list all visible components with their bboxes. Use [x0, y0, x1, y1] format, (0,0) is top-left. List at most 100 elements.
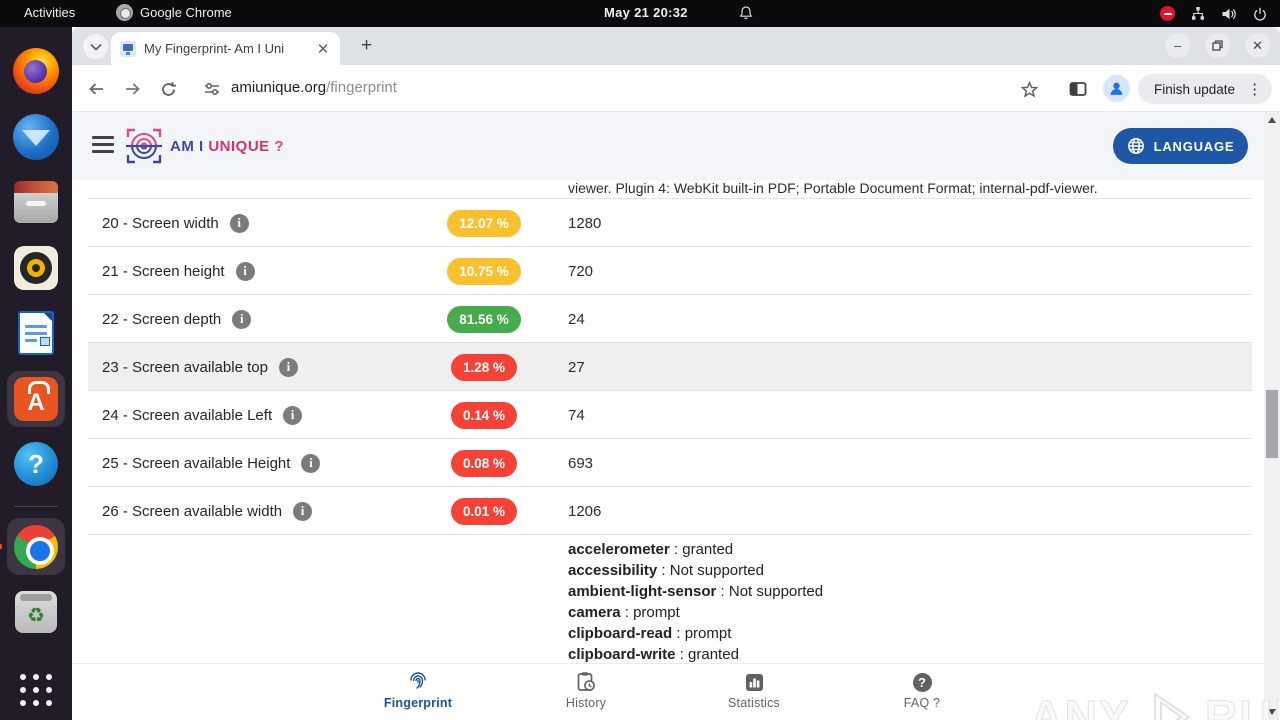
- bookmark-star-icon[interactable]: [1017, 77, 1041, 101]
- scrollbar-down-arrow[interactable]: [1268, 709, 1276, 715]
- amiunique-logo-icon[interactable]: [124, 126, 164, 171]
- help-icon[interactable]: ?: [7, 436, 65, 493]
- row-label: 20 - Screen width: [102, 214, 219, 232]
- do-not-disturb-icon: [1160, 6, 1175, 21]
- permission-item: ambient-light-sensor : Not supported: [568, 583, 824, 600]
- site-title[interactable]: AM I UNIQUE ?: [170, 138, 285, 155]
- url-path: /fingerprint: [326, 79, 397, 96]
- system-status-area[interactable]: [1160, 0, 1268, 27]
- activities-button[interactable]: Activities: [24, 5, 76, 20]
- tab-close-icon[interactable]: ✕: [316, 40, 330, 58]
- statistics-icon: [684, 671, 824, 693]
- permission-item: clipboard-read : prompt: [568, 625, 732, 642]
- browser-window: My Fingerprint- Am I Uni ✕ + – ✕ amiuniq…: [72, 27, 1280, 720]
- browser-toolbar: amiunique.org/fingerprint Finish update …: [72, 65, 1280, 112]
- table-row-highlighted: 23 - Screen available top i 1.28 % 27: [88, 343, 1252, 391]
- info-icon[interactable]: i: [232, 309, 252, 329]
- bottom-nav: Fingerprint History Statistics ? FAQ ?: [72, 664, 1264, 720]
- permission-item: clipboard-write : granted: [568, 646, 739, 663]
- new-tab-button[interactable]: +: [360, 35, 373, 56]
- trash-icon[interactable]: ♻: [7, 584, 65, 641]
- tab-strip: My Fingerprint- Am I Uni ✕ + – ✕: [72, 27, 1280, 65]
- percent-badge: 12.07 %: [447, 209, 521, 237]
- percent-badge: 0.14 %: [450, 401, 518, 429]
- info-icon[interactable]: i: [235, 261, 255, 281]
- site-info-icon[interactable]: [200, 77, 224, 101]
- files-icon[interactable]: [7, 174, 65, 231]
- rhythmbox-icon[interactable]: [7, 240, 65, 297]
- profile-avatar[interactable]: [1103, 75, 1130, 102]
- permissions-list: accelerometer : granted accessibility : …: [568, 539, 823, 665]
- reload-button[interactable]: [156, 77, 180, 101]
- permission-item: accessibility : Not supported: [568, 562, 764, 579]
- info-icon[interactable]: i: [278, 357, 298, 377]
- minimize-button[interactable]: –: [1165, 33, 1190, 58]
- chrome-icon: [116, 4, 133, 21]
- info-icon[interactable]: i: [283, 405, 303, 425]
- close-window-button[interactable]: ✕: [1245, 33, 1270, 58]
- row-label: 22 - Screen depth: [102, 310, 222, 328]
- table-row: 20 - Screen width i 12.07 % 1280: [88, 199, 1252, 247]
- percent-badge: 1.28 %: [450, 353, 518, 381]
- table-row-overflow: viewer. Plugin 4: WebKit built-in PDF; P…: [88, 180, 1252, 199]
- browser-menu-icon[interactable]: ⋮: [1247, 81, 1263, 98]
- history-icon: [516, 671, 656, 693]
- page-scrollbar[interactable]: [1264, 112, 1280, 720]
- row-value: 27: [568, 358, 585, 376]
- nav-label: Fingerprint: [383, 696, 453, 710]
- restore-button[interactable]: [1205, 33, 1230, 58]
- tab-search-button[interactable]: [83, 34, 108, 59]
- percent-badge: 81.56 %: [447, 305, 521, 333]
- table-row: 24 - Screen available Left i 0.14 % 74: [88, 391, 1252, 439]
- row-value: 1206: [568, 502, 602, 520]
- language-button[interactable]: LANGUAGE: [1113, 128, 1248, 164]
- network-icon: [1192, 7, 1204, 20]
- scrollbar-thumb[interactable]: [1266, 390, 1278, 458]
- clock[interactable]: May 21 20:32: [604, 5, 688, 20]
- info-icon[interactable]: i: [229, 213, 249, 233]
- firefox-icon[interactable]: [7, 43, 65, 100]
- thunderbird-icon[interactable]: [7, 109, 65, 166]
- forward-button[interactable]: [120, 77, 144, 101]
- browser-tab[interactable]: My Fingerprint- Am I Uni ✕: [111, 32, 340, 65]
- address-bar[interactable]: amiunique.org/fingerprint: [231, 79, 397, 96]
- table-row: 26 - Screen available width i 0.01 % 1206: [88, 487, 1252, 535]
- tab-history[interactable]: History: [516, 671, 656, 710]
- volume-icon: [1222, 8, 1236, 19]
- site-header: AM I UNIQUE ? LANGUAGE: [72, 112, 1280, 180]
- hamburger-menu-icon[interactable]: [92, 136, 114, 153]
- back-button[interactable]: [84, 77, 108, 101]
- info-icon[interactable]: i: [293, 501, 313, 521]
- app-grid-icon[interactable]: [7, 650, 65, 706]
- finish-update-button[interactable]: Finish update ⋮: [1138, 74, 1273, 104]
- window-controls: – ✕: [1165, 33, 1270, 58]
- libreoffice-writer-icon[interactable]: [7, 305, 65, 362]
- power-icon: [1254, 7, 1266, 21]
- tab-title: My Fingerprint- Am I Uni: [144, 41, 285, 56]
- percent-badge: 0.01 %: [450, 497, 518, 525]
- table-row: 22 - Screen depth i 81.56 % 24: [88, 295, 1252, 343]
- table-row-permissions: accelerometer : granted accessibility : …: [88, 535, 1252, 665]
- finish-update-label: Finish update: [1154, 81, 1236, 97]
- side-panel-icon[interactable]: [1066, 77, 1090, 101]
- bell-icon: [738, 5, 754, 24]
- table-row: 25 - Screen available Height i 0.08 % 693: [88, 439, 1252, 487]
- scrollbar-up-arrow[interactable]: [1268, 117, 1276, 123]
- focused-app-menu[interactable]: Google Chrome: [116, 4, 232, 21]
- tab-statistics[interactable]: Statistics: [684, 671, 824, 710]
- row-value: 24: [568, 310, 585, 328]
- nav-label: FAQ ?: [903, 696, 941, 710]
- tab-faq[interactable]: ? FAQ ?: [852, 671, 992, 710]
- gnome-top-bar: Activities Google Chrome May 21 20:32: [0, 0, 1280, 27]
- nav-label: Statistics: [727, 696, 780, 710]
- fingerprint-icon: [348, 671, 488, 693]
- language-label: LANGUAGE: [1153, 138, 1235, 154]
- chrome-icon[interactable]: [0, 518, 65, 575]
- tab-fingerprint[interactable]: Fingerprint: [348, 671, 488, 710]
- globe-icon: [1127, 138, 1144, 154]
- row-value: 74: [568, 406, 585, 424]
- url-host: amiunique.org: [231, 79, 327, 96]
- info-icon[interactable]: i: [301, 453, 321, 473]
- ubuntu-software-icon[interactable]: A: [7, 370, 65, 427]
- percent-badge: 10.75 %: [447, 257, 521, 285]
